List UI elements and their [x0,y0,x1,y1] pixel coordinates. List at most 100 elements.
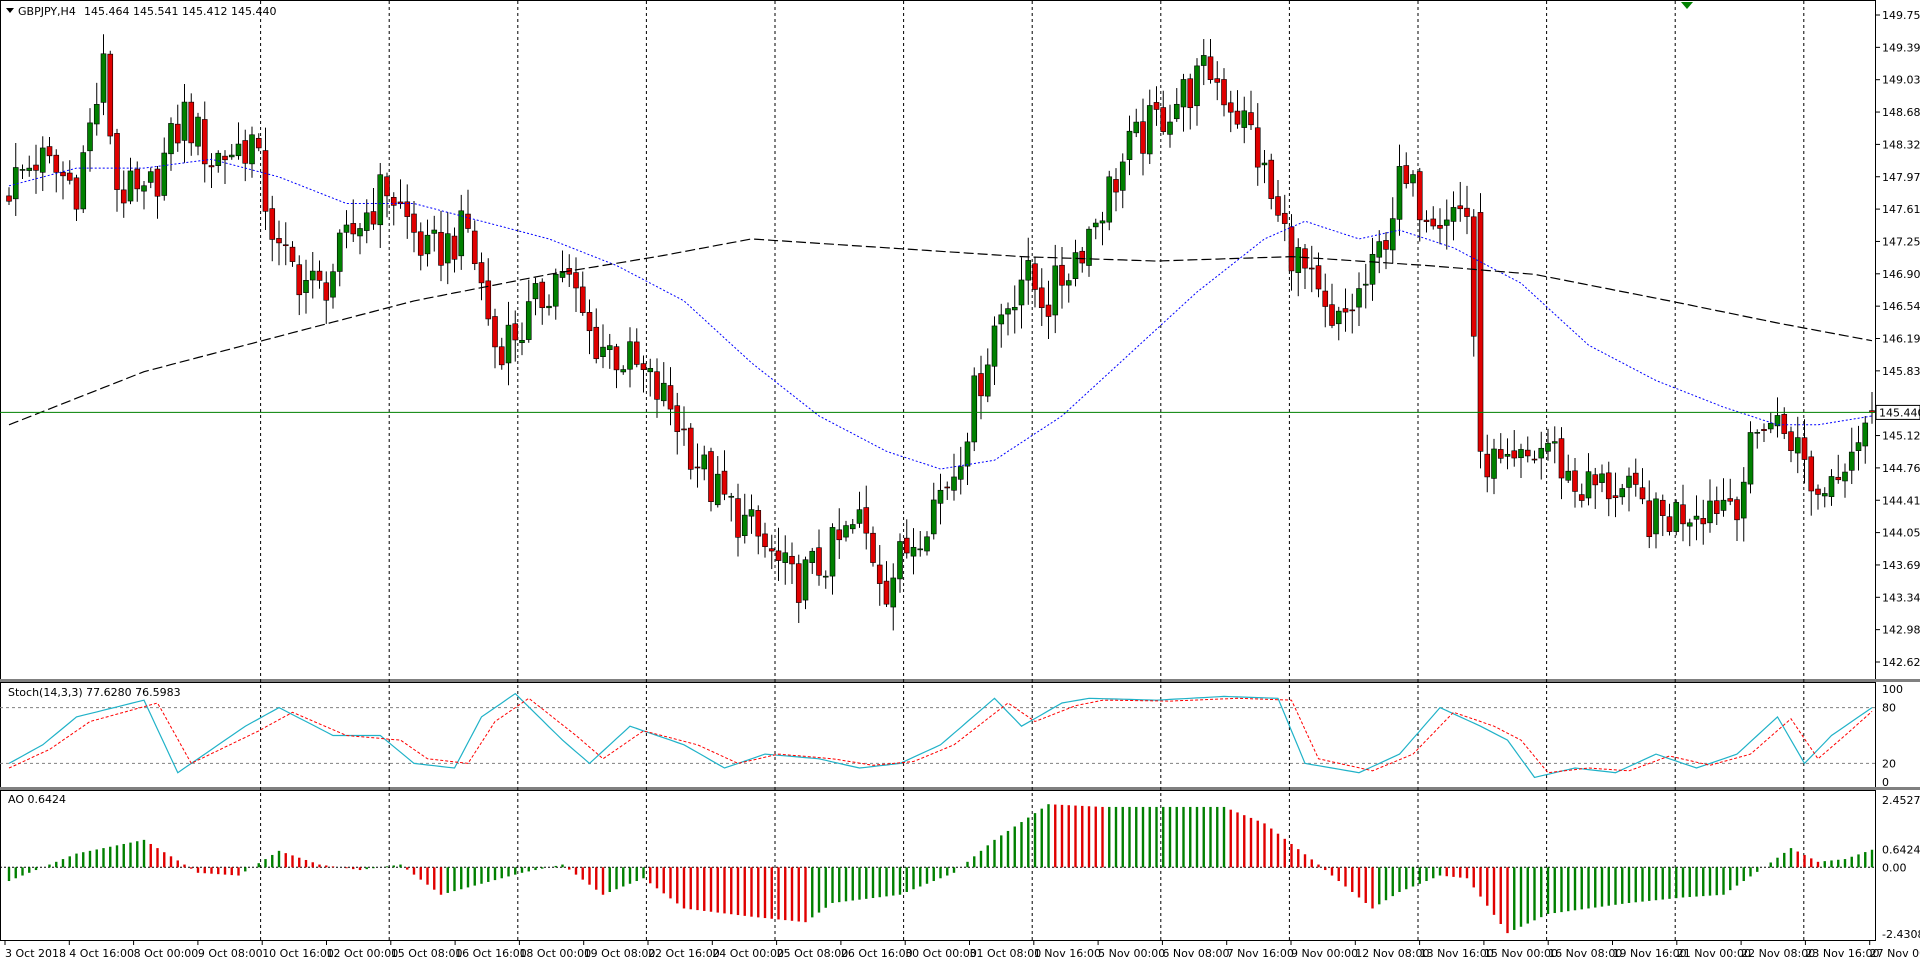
candle[interactable] [1531,458,1538,461]
candle[interactable] [593,326,600,360]
candle[interactable] [1680,504,1686,525]
awesome-oscillator-panel[interactable] [0,804,1875,934]
candle[interactable] [1794,437,1801,454]
candle[interactable] [1005,308,1011,315]
candle[interactable] [46,146,53,157]
candle[interactable] [215,152,222,166]
candle[interactable] [343,224,350,233]
candle[interactable] [66,172,73,181]
candle[interactable] [1524,449,1531,457]
candle[interactable] [249,134,255,165]
candle[interactable] [1734,499,1740,521]
candle[interactable] [1558,438,1565,479]
candle[interactable] [404,201,411,217]
candle[interactable] [1113,179,1119,193]
candle[interactable] [174,123,181,144]
candle[interactable] [1585,471,1592,499]
candle[interactable] [39,147,46,173]
candle[interactable] [883,580,890,605]
candle[interactable] [1666,516,1673,532]
candle[interactable] [1356,288,1362,308]
candle[interactable] [1221,79,1227,106]
candle[interactable] [309,270,316,281]
candle[interactable] [843,525,849,538]
candle[interactable] [1612,495,1619,499]
candle[interactable] [1362,283,1369,286]
candle[interactable] [370,211,377,225]
candle[interactable] [667,385,674,410]
candle[interactable] [573,272,579,289]
candle[interactable] [1673,502,1680,532]
candle[interactable] [937,489,944,504]
candle[interactable] [1200,55,1207,66]
candle[interactable] [161,152,168,196]
candle[interactable] [1052,265,1059,316]
candle[interactable] [1335,310,1342,325]
candle[interactable] [1788,431,1794,451]
candle[interactable] [1025,260,1032,281]
candle[interactable] [1713,500,1720,514]
candle[interactable] [768,548,775,552]
candle[interactable] [478,262,485,284]
candle[interactable] [1018,279,1025,306]
candle[interactable] [1848,451,1855,471]
candle[interactable] [1248,112,1254,126]
candle[interactable] [890,577,897,608]
candle[interactable] [694,466,701,469]
candle[interactable] [1464,207,1470,217]
candle[interactable] [917,548,924,551]
candle[interactable] [377,174,384,226]
candle[interactable] [444,233,451,264]
candle[interactable] [323,282,330,301]
candle[interactable] [951,476,957,491]
candle[interactable] [633,341,640,365]
candle[interactable] [1194,65,1200,107]
candle[interactable] [1470,216,1477,337]
candle[interactable] [897,541,903,580]
candle[interactable] [1605,472,1612,500]
candle[interactable] [276,238,282,244]
candle[interactable] [93,104,100,125]
candle[interactable] [1808,456,1815,492]
candle[interactable] [1545,442,1551,452]
candle[interactable] [1821,493,1828,497]
candle[interactable] [269,208,276,240]
candle[interactable] [1747,432,1754,485]
candle[interactable] [741,514,748,536]
candle[interactable] [836,529,843,541]
candle[interactable] [255,137,262,149]
candle[interactable] [1342,308,1349,313]
candle[interactable] [384,176,390,197]
candle[interactable] [1740,481,1747,519]
candle[interactable] [687,427,694,470]
candle[interactable] [957,466,964,480]
candle[interactable] [1065,280,1072,286]
candle[interactable] [681,428,687,431]
candle[interactable] [1396,166,1403,220]
candle[interactable] [1754,432,1761,434]
candle[interactable] [775,550,782,561]
candle[interactable] [1538,447,1545,459]
candle[interactable] [1551,441,1558,444]
candle[interactable] [802,559,809,601]
candle[interactable] [235,143,242,157]
candle[interactable] [701,454,708,470]
candle[interactable] [114,133,120,190]
candle[interactable] [1032,263,1038,290]
candle[interactable] [1599,473,1605,483]
candle[interactable] [505,324,512,364]
candle[interactable] [357,228,363,237]
candle[interactable] [1268,159,1275,199]
candle[interactable] [134,168,141,190]
candle[interactable] [1653,498,1659,535]
candle[interactable] [1646,500,1653,538]
candle[interactable] [1626,475,1632,488]
candle[interactable] [735,498,741,538]
candle[interactable] [600,346,606,357]
candle[interactable] [1518,449,1524,459]
candle[interactable] [1079,250,1086,264]
candle[interactable] [795,563,802,603]
candle[interactable] [168,123,174,155]
candle[interactable] [147,171,154,183]
candle[interactable] [971,375,978,443]
